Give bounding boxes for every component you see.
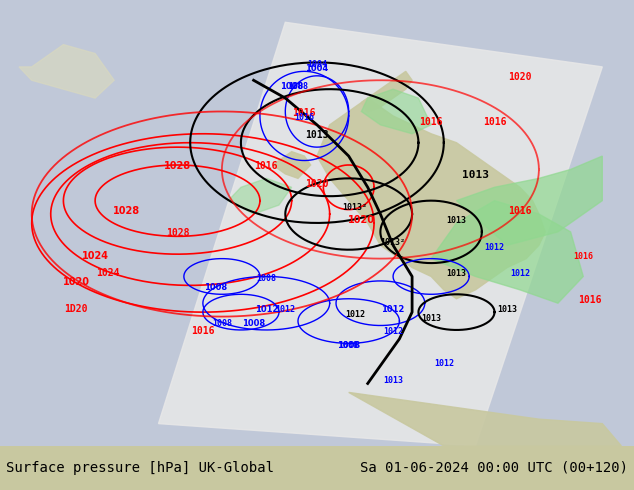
Text: 1016: 1016 [573, 252, 593, 261]
Text: 1012: 1012 [255, 305, 278, 314]
Text: 1020: 1020 [305, 179, 329, 189]
Polygon shape [361, 89, 431, 134]
Polygon shape [361, 72, 412, 112]
Polygon shape [19, 45, 114, 98]
Text: Surface pressure [hPa] UK-Global: Surface pressure [hPa] UK-Global [6, 461, 275, 475]
Text: 1008: 1008 [280, 82, 303, 91]
Text: 1012: 1012 [510, 270, 530, 278]
Text: 1012: 1012 [383, 327, 403, 337]
Text: 1013: 1013 [446, 216, 467, 225]
Polygon shape [349, 392, 621, 446]
Polygon shape [228, 178, 292, 214]
Text: 1004: 1004 [306, 64, 328, 74]
Text: 1008: 1008 [212, 318, 232, 327]
Text: 1016: 1016 [254, 161, 278, 172]
Text: 1020: 1020 [63, 277, 89, 287]
Text: 1013: 1013 [446, 270, 467, 278]
Polygon shape [273, 151, 311, 178]
Text: 1008: 1008 [337, 341, 360, 350]
Text: 1013: 1013 [421, 314, 441, 323]
Text: 1008: 1008 [256, 274, 276, 283]
Text: 1028: 1028 [165, 228, 190, 238]
Polygon shape [431, 201, 583, 303]
Text: 1008: 1008 [339, 341, 359, 350]
Text: 1016: 1016 [292, 108, 316, 118]
Text: 1013: 1013 [383, 376, 403, 386]
Text: 1016: 1016 [191, 326, 215, 337]
Text: 1012: 1012 [434, 359, 454, 368]
Text: 1024: 1024 [96, 269, 120, 278]
Text: 1004: 1004 [307, 60, 327, 69]
Text: 1016: 1016 [578, 295, 602, 305]
Text: 1012: 1012 [275, 305, 295, 314]
Text: 1013: 1013 [497, 305, 517, 314]
Text: 1024: 1024 [82, 250, 108, 261]
Text: Sa 01-06-2024 00:00 UTC (00+120): Sa 01-06-2024 00:00 UTC (00+120) [359, 461, 628, 475]
Polygon shape [456, 156, 602, 245]
Text: 1016: 1016 [294, 113, 314, 122]
Text: 1012: 1012 [484, 243, 505, 252]
Polygon shape [317, 98, 545, 299]
Text: 1013: 1013 [462, 171, 489, 180]
Text: 1013: 1013 [305, 130, 329, 140]
Text: 1028: 1028 [113, 206, 140, 216]
Text: 1016: 1016 [482, 117, 507, 127]
FancyBboxPatch shape [0, 0, 634, 446]
Text: 1008: 1008 [204, 283, 227, 292]
Text: 1012: 1012 [345, 310, 365, 318]
Text: 1016: 1016 [419, 117, 443, 127]
Text: 1008: 1008 [288, 82, 308, 91]
Text: 1013²: 1013² [380, 238, 406, 247]
Text: 1020: 1020 [348, 215, 375, 225]
Text: 1016: 1016 [508, 206, 532, 216]
Text: 1013²: 1013² [342, 202, 368, 212]
Text: 1028: 1028 [164, 161, 191, 172]
Text: 1D20: 1D20 [64, 304, 88, 314]
Text: 1008: 1008 [242, 318, 265, 327]
Text: 1012: 1012 [382, 305, 404, 314]
Polygon shape [158, 22, 602, 446]
Text: 1020: 1020 [508, 72, 532, 82]
